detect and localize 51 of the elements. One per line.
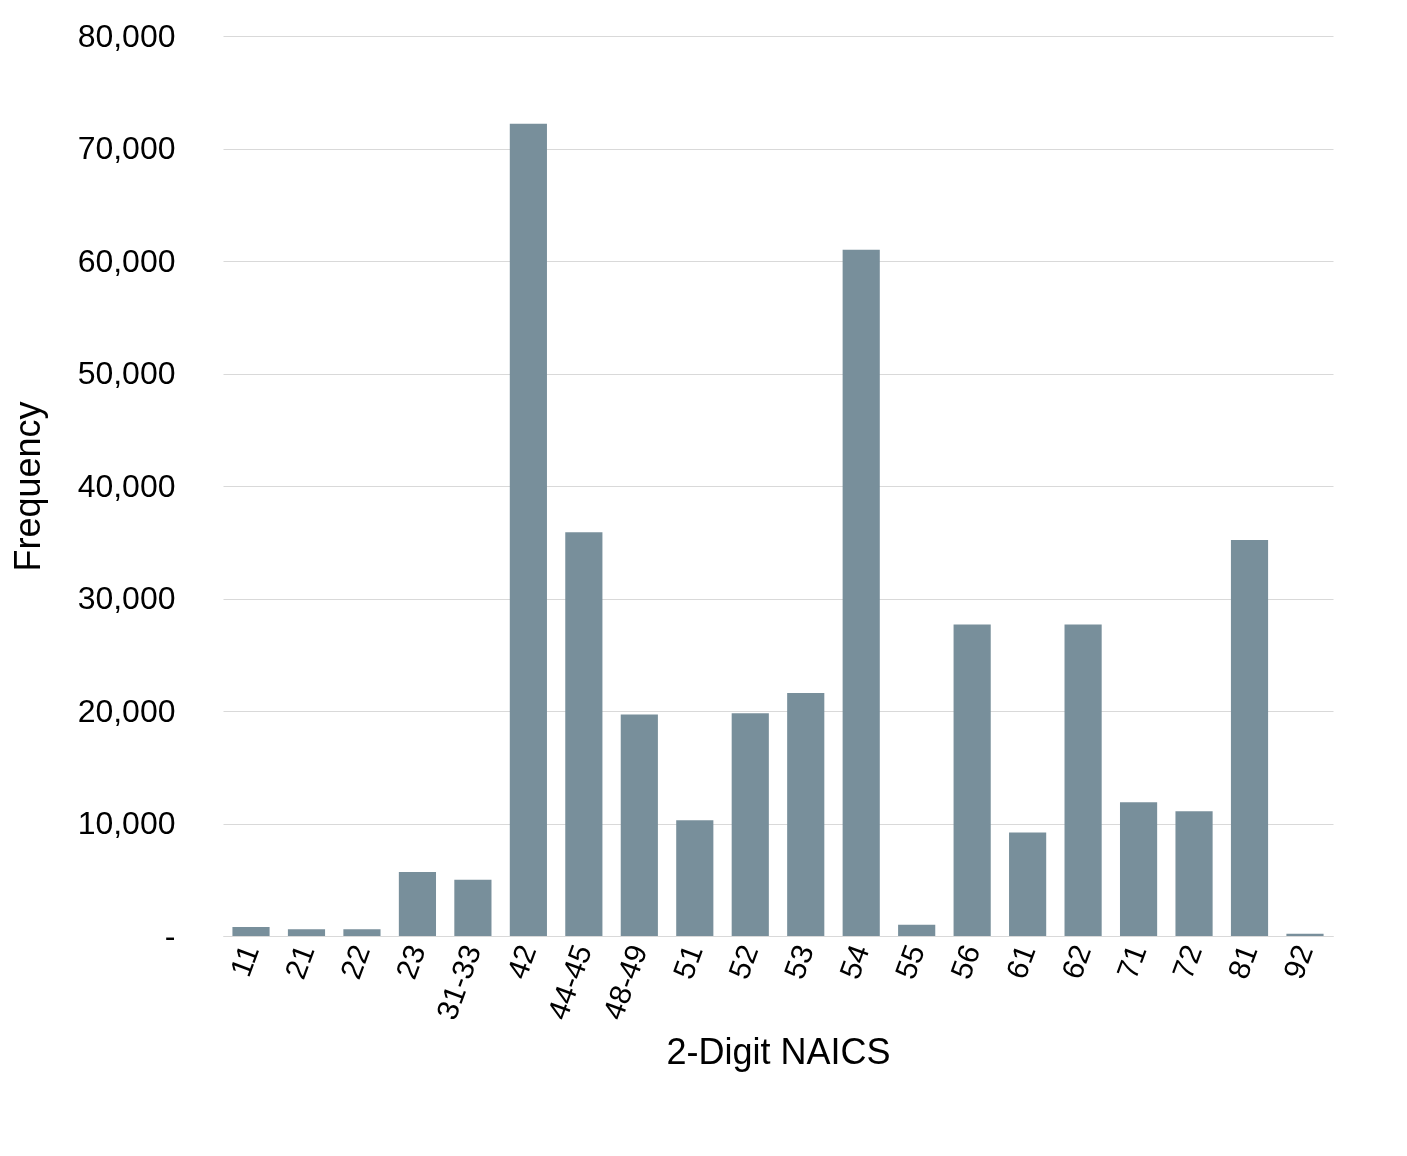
x-tick-label: 11 xyxy=(223,940,266,981)
bar xyxy=(1175,811,1213,936)
x-tick-label: 72 xyxy=(1165,940,1209,983)
y-tick-label: 80,000 xyxy=(77,17,176,54)
bar xyxy=(898,924,936,936)
x-tick-label: 81 xyxy=(1221,940,1264,983)
bar xyxy=(1064,624,1102,936)
x-tick-label: 54 xyxy=(832,940,876,983)
x-tick-label: 48-49 xyxy=(596,940,654,1024)
x-tick-label: 23 xyxy=(389,940,432,983)
x-tick-label: 61 xyxy=(999,940,1042,983)
y-tick-label: 60,000 xyxy=(77,242,176,279)
y-tick-label: 10,000 xyxy=(77,805,176,841)
x-tick-label: 51 xyxy=(666,940,709,983)
y-tick-label: - xyxy=(164,917,176,954)
x-tick-label: 44-45 xyxy=(540,940,598,1024)
bar xyxy=(287,929,326,936)
bar xyxy=(676,820,714,936)
x-tick-label: 53 xyxy=(777,940,820,983)
bar xyxy=(731,713,769,936)
x-axis-title: 2-Digit NAICS xyxy=(666,1030,891,1072)
x-tick-label: 62 xyxy=(1054,940,1098,983)
bar xyxy=(953,624,991,936)
bar xyxy=(842,249,880,936)
bar xyxy=(509,123,547,936)
bar xyxy=(454,879,492,936)
y-tick-label: 70,000 xyxy=(77,130,176,166)
x-tick-label: 56 xyxy=(943,940,987,983)
bar xyxy=(398,871,437,936)
x-tick-label: 31-33 xyxy=(429,940,487,1024)
bar xyxy=(1286,933,1324,936)
bar xyxy=(565,532,603,936)
y-tick-label: 20,000 xyxy=(77,692,176,729)
y-tick-label: 30,000 xyxy=(77,580,176,616)
bar xyxy=(620,714,658,936)
x-tick-label: 55 xyxy=(888,940,931,983)
x-tick-label: 42 xyxy=(500,940,543,983)
y-axis-title: Frequency xyxy=(6,401,48,572)
bar xyxy=(1119,802,1158,936)
y-tick-label: 40,000 xyxy=(77,467,176,504)
y-tick-label: 50,000 xyxy=(77,355,176,391)
x-tick-label: 21 xyxy=(278,940,321,983)
x-tick-label: 52 xyxy=(721,940,765,983)
bar xyxy=(787,693,825,936)
x-tick-label: 71 xyxy=(1110,940,1153,983)
bar xyxy=(1009,832,1047,936)
bar xyxy=(343,929,381,936)
x-tick-label: 22 xyxy=(333,940,377,983)
bar xyxy=(1230,540,1269,936)
bar xyxy=(232,927,270,936)
x-tick-label: 92 xyxy=(1276,940,1320,983)
